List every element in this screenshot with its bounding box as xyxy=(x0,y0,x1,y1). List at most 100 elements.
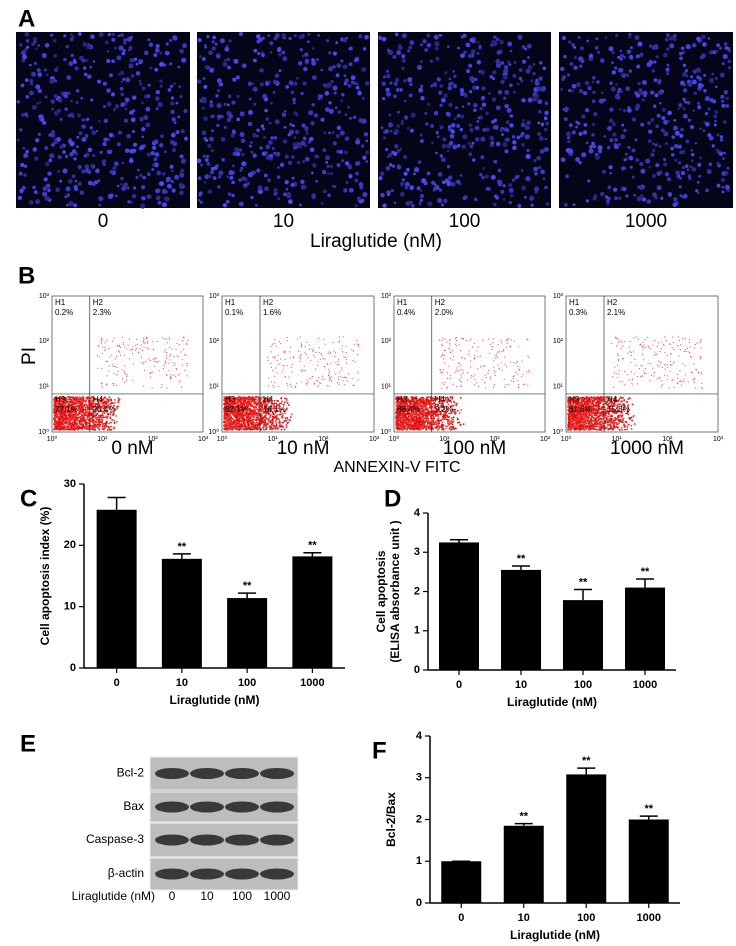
event xyxy=(296,338,299,340)
event xyxy=(274,339,276,341)
nucleus xyxy=(507,41,513,47)
event xyxy=(58,400,61,402)
nucleus xyxy=(89,45,92,49)
event xyxy=(338,336,341,338)
event xyxy=(326,385,328,387)
event xyxy=(148,358,150,360)
nucleus xyxy=(394,128,399,134)
nucleus xyxy=(55,187,60,192)
event xyxy=(257,405,260,407)
event xyxy=(101,352,103,355)
nucleus xyxy=(273,151,276,155)
event xyxy=(164,349,167,351)
nucleus xyxy=(560,88,564,91)
nucleus xyxy=(579,64,583,68)
nucleus xyxy=(599,191,605,197)
event xyxy=(70,406,73,408)
event xyxy=(278,424,281,427)
nucleus xyxy=(612,132,617,137)
event xyxy=(84,408,87,411)
event xyxy=(255,421,258,424)
event xyxy=(164,363,166,365)
event xyxy=(339,371,341,373)
event xyxy=(287,418,289,421)
nucleus xyxy=(719,138,724,142)
nucleus xyxy=(352,115,357,120)
event xyxy=(269,414,272,417)
event xyxy=(250,410,253,412)
nucleus xyxy=(247,121,253,127)
nucleus xyxy=(697,105,702,110)
nucleus xyxy=(426,102,431,106)
nucleus xyxy=(208,50,213,56)
event xyxy=(250,428,253,430)
panel-label: E xyxy=(20,730,36,757)
nucleus xyxy=(197,79,201,84)
nucleus xyxy=(211,40,216,44)
nucleus xyxy=(128,63,134,69)
event xyxy=(311,350,314,352)
nucleus xyxy=(408,93,413,98)
nucleus xyxy=(155,89,160,95)
event xyxy=(245,414,247,416)
nucleus xyxy=(239,131,245,138)
nucleus xyxy=(354,178,359,183)
event xyxy=(176,355,178,357)
nucleus xyxy=(614,196,619,201)
event xyxy=(265,426,268,429)
nucleus xyxy=(679,56,683,61)
nucleus xyxy=(217,185,221,189)
nucleus xyxy=(703,73,707,77)
nucleus xyxy=(210,114,214,119)
microscopy-image xyxy=(196,31,370,208)
event xyxy=(143,385,145,387)
event xyxy=(322,357,324,359)
nucleus xyxy=(420,43,423,47)
event xyxy=(281,416,284,419)
nucleus xyxy=(695,189,699,192)
nucleus xyxy=(397,110,400,114)
nucleus xyxy=(560,66,565,72)
event xyxy=(282,421,285,424)
nucleus xyxy=(725,96,729,101)
tick-label: 10¹ xyxy=(39,384,50,391)
nucleus xyxy=(502,74,508,80)
nucleus xyxy=(611,70,617,75)
nucleus xyxy=(74,187,79,191)
nucleus xyxy=(511,135,516,139)
event xyxy=(91,418,94,420)
event xyxy=(247,396,250,399)
nucleus xyxy=(241,63,247,69)
event xyxy=(117,400,120,403)
nucleus xyxy=(705,121,710,127)
nucleus xyxy=(331,131,335,134)
nucleus xyxy=(568,40,572,44)
nucleus xyxy=(485,127,490,132)
nucleus xyxy=(516,135,521,140)
nucleus xyxy=(459,88,465,93)
event xyxy=(87,413,90,416)
nucleus xyxy=(332,51,337,56)
nucleus xyxy=(690,75,694,79)
nucleus xyxy=(19,128,23,132)
nucleus xyxy=(434,184,440,191)
nucleus xyxy=(439,125,444,130)
nucleus xyxy=(107,193,114,199)
event xyxy=(274,367,277,369)
nucleus xyxy=(334,106,338,110)
nucleus xyxy=(155,195,161,201)
event xyxy=(334,352,337,354)
nucleus xyxy=(642,90,648,96)
nucleus xyxy=(274,119,280,125)
nucleus xyxy=(400,119,404,123)
nucleus xyxy=(179,172,185,178)
nucleus xyxy=(716,43,720,47)
event xyxy=(113,426,116,429)
nucleus xyxy=(304,144,307,147)
event xyxy=(71,407,73,410)
nucleus xyxy=(711,72,714,76)
event xyxy=(273,415,275,418)
event xyxy=(158,360,160,362)
event xyxy=(103,404,106,407)
nucleus xyxy=(462,134,468,140)
